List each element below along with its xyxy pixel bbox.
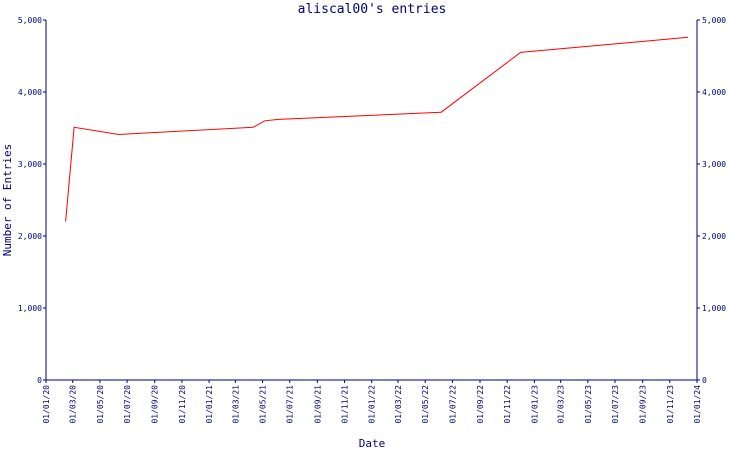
y-tick-label-right: 4,000: [702, 88, 726, 97]
x-tick-label: 01/11/21: [341, 385, 350, 424]
x-tick-label: 01/05/23: [584, 385, 593, 424]
y-tick-label-right: 5,000: [702, 16, 726, 25]
y-tick-label-right: 1,000: [702, 304, 726, 313]
y-axis-ticks-right: 0 1,000 2,000 3,000 4,000 5,000: [697, 16, 726, 385]
x-tick-label: 01/07/23: [611, 385, 620, 424]
x-tick-label: 01/01/23: [530, 385, 539, 424]
x-tick-label: 01/05/21: [259, 385, 268, 424]
x-tick-label: 01/09/21: [313, 385, 322, 424]
y-tick-label: 1,000: [18, 304, 42, 313]
x-axis-ticks: 01/01/20 01/03/20 01/05/20 01/07/20 01/09/20…: [42, 380, 702, 424]
y-tick-label-right: 0: [702, 376, 707, 385]
y-tick-label: 4,000: [18, 88, 42, 97]
x-tick-label: 01/11/23: [666, 385, 675, 424]
x-tick-label: 01/01/22: [368, 385, 377, 424]
y-tick-label: 5,000: [18, 16, 42, 25]
x-tick-label: 01/11/20: [178, 385, 187, 424]
x-tick-label: 01/01/24: [693, 385, 702, 424]
x-tick-label: 01/09/22: [476, 385, 485, 424]
x-tick-label: 01/05/20: [96, 385, 105, 424]
y-tick-label: 2,000: [18, 232, 42, 241]
plot-frame: [45, 20, 698, 381]
x-axis-label: Date: [359, 437, 386, 450]
x-tick-label: 01/03/20: [69, 385, 78, 424]
x-tick-label: 01/09/23: [639, 385, 648, 424]
series-group: [65, 36, 689, 222]
y-tick-label-right: 3,000: [702, 160, 726, 169]
x-tick-label: 01/11/22: [503, 385, 512, 424]
x-tick-label: 01/03/21: [231, 385, 240, 424]
x-tick-label: 01/07/20: [123, 385, 132, 424]
x-tick-label: 01/07/21: [286, 385, 295, 424]
chart-title: aliscal00's entries: [298, 2, 447, 17]
x-tick-label: 01/05/22: [421, 385, 430, 424]
x-tick-label: 01/01/21: [205, 385, 214, 424]
series-line: [65, 36, 689, 222]
x-tick-label: 01/03/23: [557, 385, 566, 424]
x-tick-label: 01/09/20: [151, 385, 160, 424]
y-axis-ticks-left: 0 1,000 2,000 3,000 4,000 5,000: [18, 16, 46, 385]
x-tick-label: 01/01/20: [42, 385, 51, 424]
y-tick-label-right: 2,000: [702, 232, 726, 241]
x-tick-label: 01/07/22: [448, 385, 457, 424]
y-tick-label: 3,000: [18, 160, 42, 169]
y-axis-label: Number of Entries: [1, 144, 14, 257]
x-tick-label: 01/03/22: [394, 385, 403, 424]
y-tick-label: 0: [37, 376, 42, 385]
